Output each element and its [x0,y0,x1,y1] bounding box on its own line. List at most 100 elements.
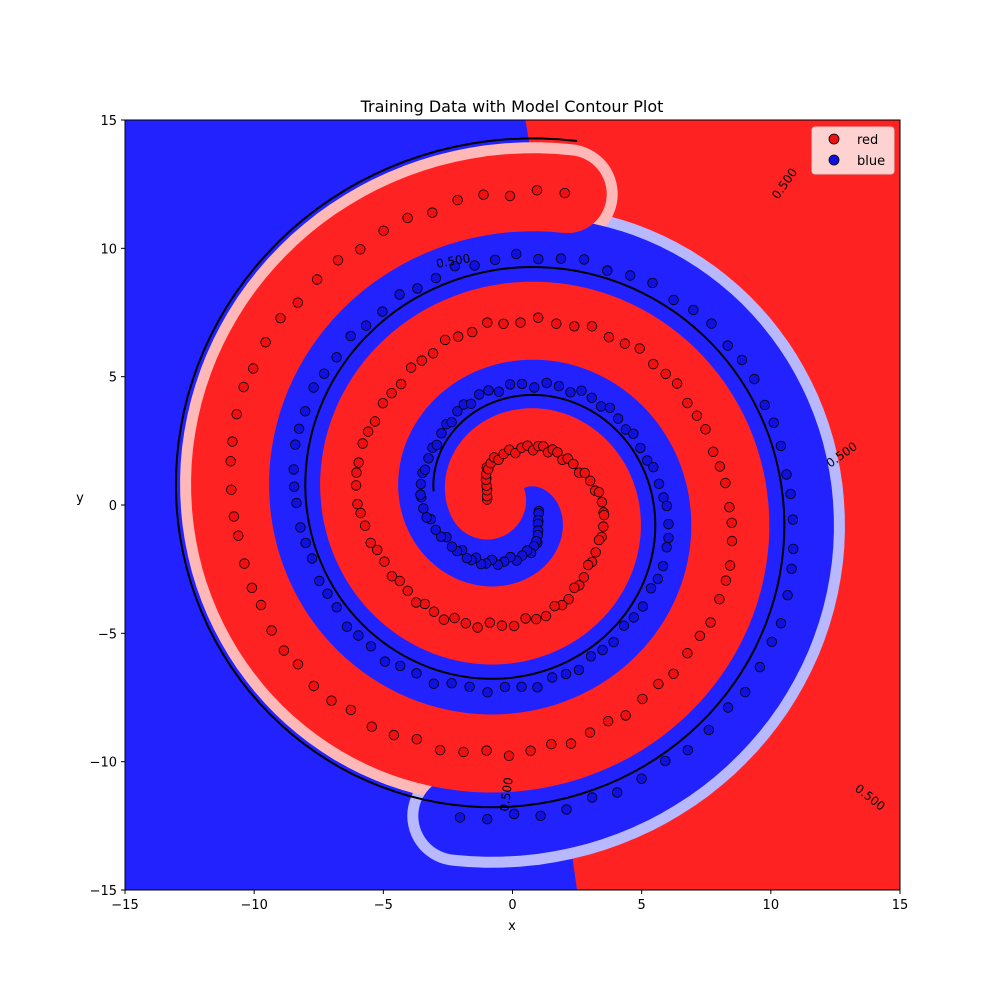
data-point-red [552,447,563,458]
data-point-red [351,467,362,478]
contour-labels: 0.500 0.500 0.500 0.500 0.500 [435,166,888,814]
data-point-blue [419,464,431,475]
data-point-blue [652,573,664,585]
data-point-blue [555,253,567,264]
data-point-blue [300,537,311,549]
data-point-blue [533,253,544,265]
data-point-red [671,378,683,389]
data-point-blue [578,254,590,265]
data-point-blue [661,500,673,512]
data-point-blue [412,283,423,294]
data-point-red [350,480,362,491]
data-point-red [366,721,378,732]
data-point-red [427,348,439,359]
data-point-blue [431,439,443,451]
data-point-red [714,461,726,472]
data-point-blue [306,553,318,564]
y-axis-label: y [76,491,84,506]
x-axis: −15 −10 −5 0 5 10 15 [111,890,908,913]
data-point-blue [395,660,406,672]
data-point-red [472,622,483,633]
data-point-red [634,343,645,354]
data-point-red [668,668,679,680]
y-tick-label: 0 [109,499,117,514]
data-point-blue [319,368,330,379]
data-point-blue [595,401,607,412]
decision-boundary [174,137,786,809]
data-point-red [515,317,526,328]
data-point-blue [787,514,799,525]
data-point-blue [661,542,672,553]
data-point-blue [504,379,516,390]
contour-region [125,120,900,890]
data-point-red [438,614,450,625]
data-point-red [275,313,286,324]
data-point-blue [642,455,653,466]
contour-label: 0.500 [435,251,471,271]
data-point-blue [706,318,717,329]
data-point-blue [446,541,458,552]
data-point-red [378,225,389,237]
data-point-red [504,190,516,202]
y-tick-label: 10 [100,242,117,257]
data-point-blue [293,423,305,435]
x-tick-label: −5 [374,898,393,913]
data-point-red [708,446,719,458]
data-point-red [619,338,631,349]
data-point-blue [308,382,319,393]
data-point-red [586,321,598,332]
y-tick-label: 15 [100,114,117,129]
data-point-red [231,409,242,420]
data-point-blue [428,678,440,689]
data-point-red [255,599,267,611]
y-tick-label: 5 [109,371,117,386]
data-point-blue [660,755,671,767]
data-point-blue [682,744,694,756]
y-tick-label: −15 [90,884,117,899]
data-point-blue [482,814,493,825]
data-point-blue [499,681,511,693]
data-point-red [363,426,374,437]
data-point-blue [647,277,658,289]
data-point-blue [722,340,733,351]
data-point-blue [786,563,797,575]
data-point-red [369,416,381,427]
data-point-blue [291,497,302,509]
data-point-red [700,424,711,435]
data-point-red [394,575,405,587]
data-point-blue [635,442,646,454]
data-point-red [355,507,366,519]
data-point-blue [637,601,649,612]
x-axis-label: x [508,919,516,934]
data-point-red [458,746,469,758]
data-point-blue [740,686,751,698]
data-point-blue [553,380,565,392]
data-point-red [726,535,738,547]
contour-boundary-lines [174,137,786,809]
data-point-blue [547,672,558,683]
data-point-red [498,318,509,330]
data-point-red [402,585,413,597]
data-point-blue [423,453,434,464]
data-point-blue [604,402,616,414]
x-tick-label: −15 [111,898,138,913]
data-point-red [225,456,236,467]
data-point-red [449,612,460,624]
data-point-red [520,613,531,624]
data-point-blue [775,440,787,452]
data-point-blue [300,406,311,417]
data-point-blue [775,618,787,629]
data-point-red [311,274,323,285]
data-point-blue [608,636,619,648]
data-point-blue [663,518,674,530]
data-point-blue [449,261,461,272]
data-point-red [428,606,440,617]
data-point-blue [565,387,576,398]
data-point-red [563,594,574,605]
data-point-red [596,497,608,508]
data-point-blue [435,531,447,542]
data-point-red [724,560,736,571]
data-point-blue [625,270,636,281]
data-point-red [402,212,413,224]
data-point-red [496,620,508,631]
